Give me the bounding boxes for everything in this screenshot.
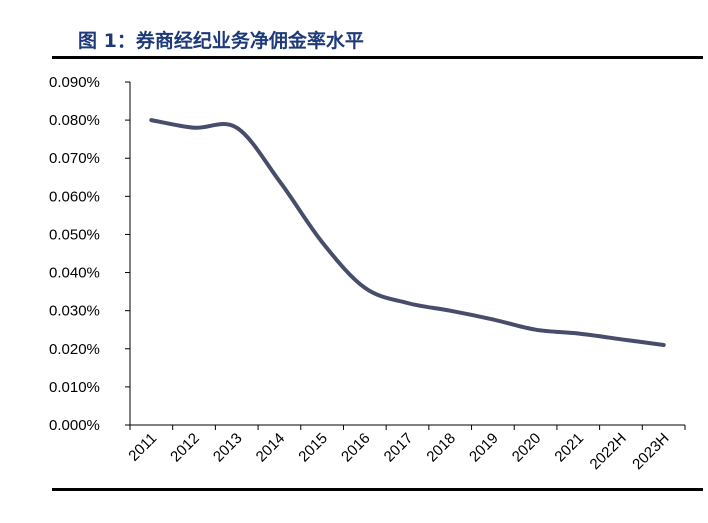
y-tick-label: 0.010% — [49, 379, 100, 396]
x-tick-label: 2020 — [509, 430, 545, 466]
top-rule — [52, 56, 703, 59]
bottom-rule — [52, 488, 703, 491]
x-tick-label: 2011 — [125, 430, 160, 465]
x-tick-label: 2023H — [629, 430, 672, 473]
y-tick-label: 0.050% — [49, 226, 100, 243]
x-tick-label: 2019 — [466, 430, 502, 466]
x-tick-label: 2021 — [551, 430, 587, 466]
x-tick-label: 2016 — [338, 430, 374, 466]
y-tick-label: 0.040% — [49, 265, 100, 282]
y-tick-label: 0.090% — [49, 74, 100, 91]
x-tick-label: 2017 — [381, 430, 417, 466]
x-tick-label: 2012 — [167, 430, 203, 466]
x-tick-label: 2013 — [210, 430, 246, 466]
x-tick-label: 2018 — [423, 430, 459, 466]
y-tick-label: 0.020% — [49, 341, 100, 358]
commission-rate-line — [149, 118, 666, 347]
x-tick-label: 2014 — [253, 430, 289, 466]
x-tick-label: 2015 — [295, 430, 331, 466]
y-tick-label: 0.070% — [49, 150, 100, 167]
y-tick-label: 0.080% — [49, 112, 100, 129]
y-tick-label: 0.060% — [49, 188, 100, 205]
y-tick-label: 0.000% — [49, 417, 100, 434]
y-tick-label: 0.030% — [49, 303, 100, 320]
figure-title: 图 1：券商经纪业务净佣金率水平 — [78, 30, 364, 52]
x-tick-label: 2022H — [587, 430, 630, 473]
